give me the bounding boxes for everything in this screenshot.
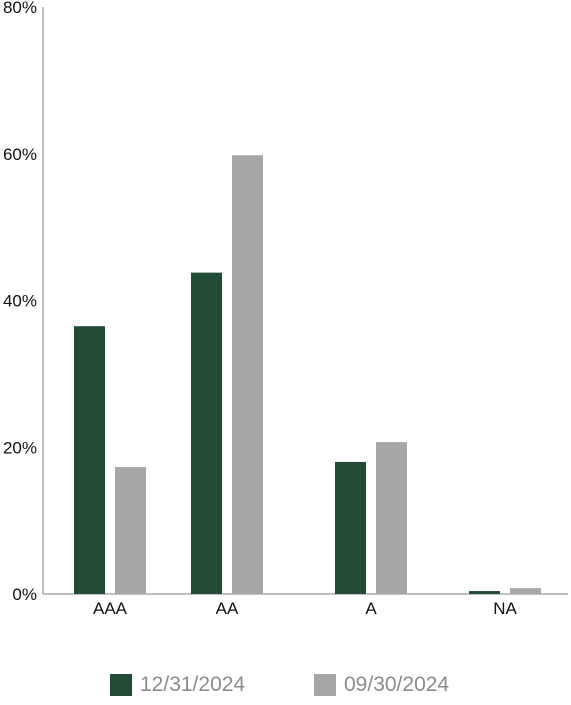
x-category-label: A: [365, 599, 377, 618]
x-category-label: AA: [216, 599, 239, 618]
bars-group: [74, 155, 541, 594]
x-axis-labels: AAA AA A NA: [93, 599, 517, 618]
legend-label-series-1: 12/31/2024: [140, 673, 246, 696]
y-tick-label: 80%: [3, 0, 37, 17]
bar-aaa-series-2: [115, 467, 146, 594]
x-category-label: AAA: [93, 599, 128, 618]
bar-a-series-1: [335, 461, 366, 594]
legend-label-series-2: 09/30/2024: [344, 673, 450, 696]
legend-item-series-2: 09/30/2024: [314, 672, 449, 698]
bar-aa-series-1: [191, 272, 222, 594]
bar-a-series-2: [376, 442, 407, 594]
y-axis-ticks: 0% 20% 40% 60% 80%: [3, 0, 37, 604]
bar-na-series-1: [469, 591, 500, 594]
bar-aaa-series-1: [74, 326, 105, 594]
legend: 12/31/2024 09/30/2024: [0, 672, 571, 698]
legend-swatch-series-1: [110, 674, 132, 696]
bar-aa-series-2: [232, 155, 263, 594]
y-tick-label: 60%: [3, 145, 37, 164]
legend-swatch-series-2: [314, 674, 336, 696]
y-tick-label: 40%: [3, 292, 37, 311]
legend-item-series-1: 12/31/2024: [110, 672, 245, 698]
y-tick-label: 0%: [12, 585, 37, 604]
y-tick-label: 20%: [3, 438, 37, 457]
bar-na-series-2: [510, 588, 541, 594]
x-category-label: NA: [493, 599, 517, 618]
